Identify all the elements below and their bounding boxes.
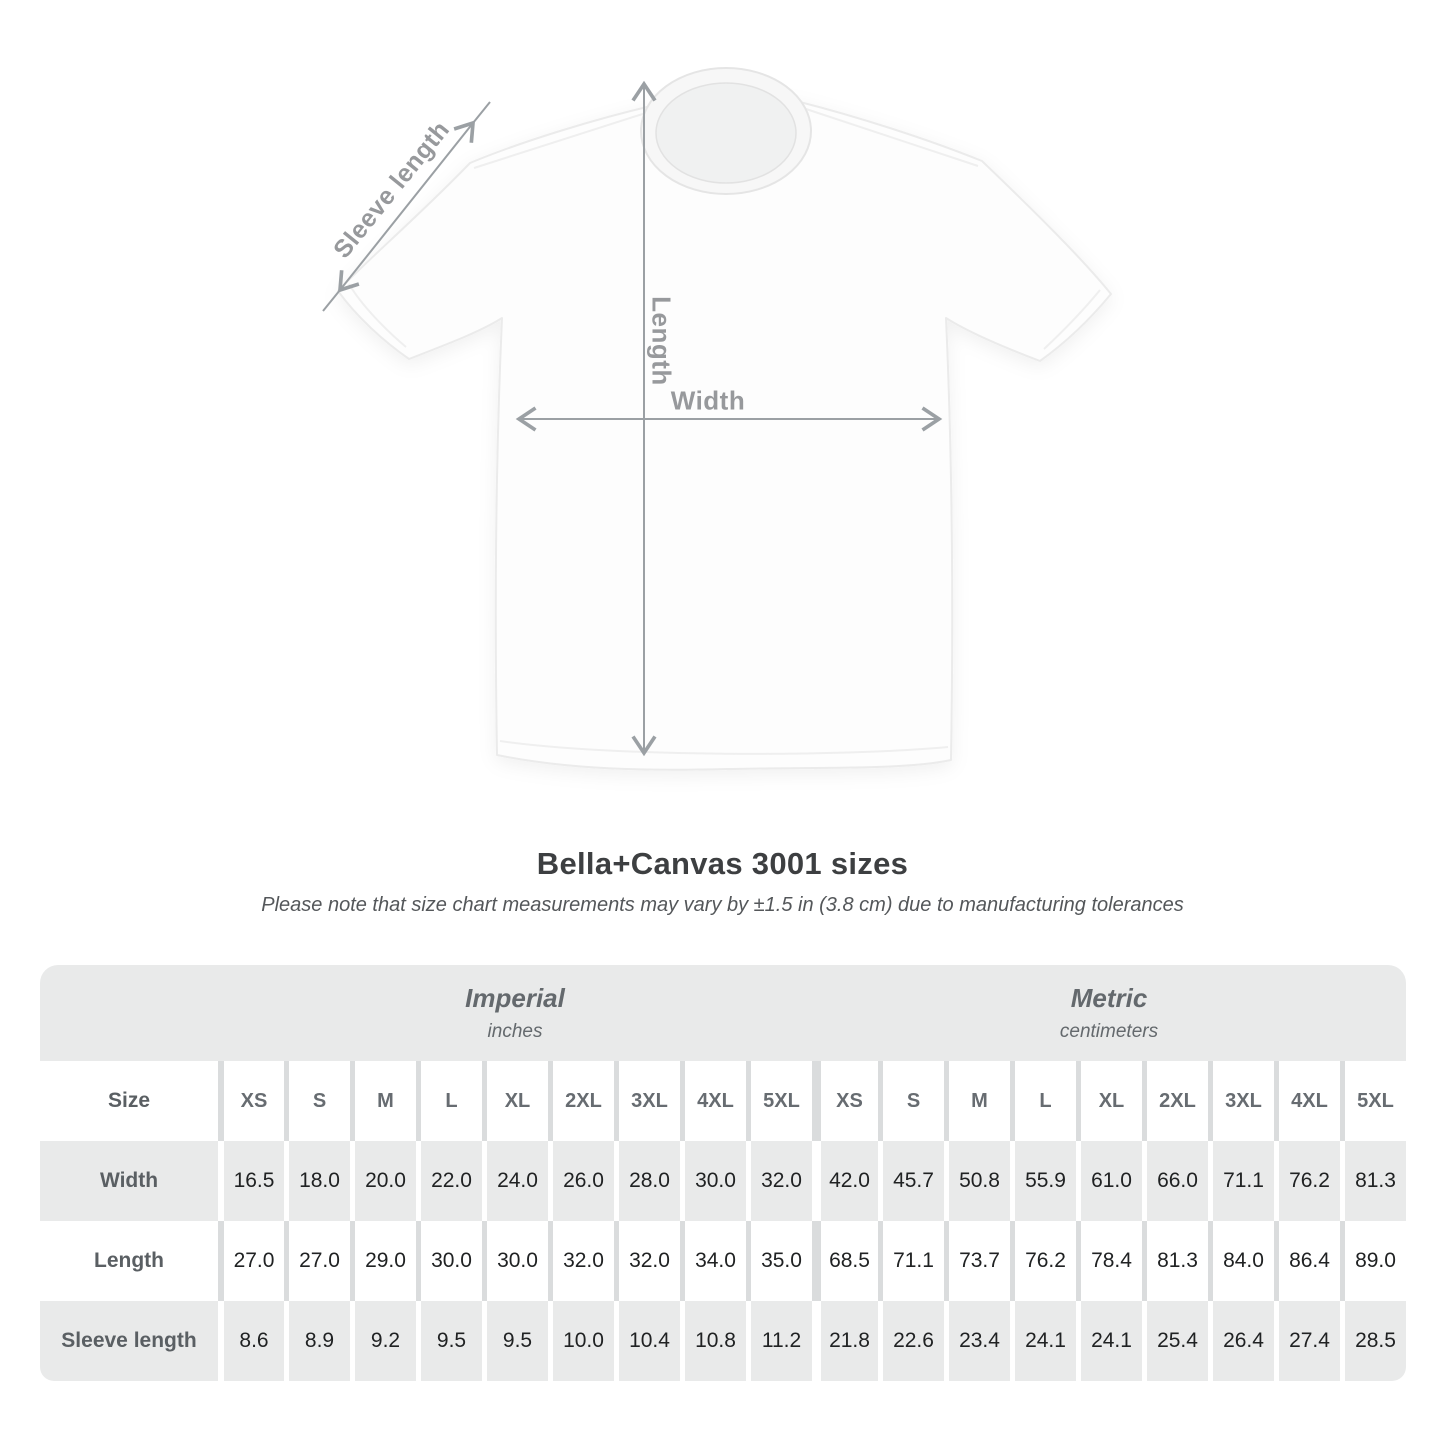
value-cell: 32.0	[548, 1221, 614, 1301]
size-header-cell: L	[416, 1061, 482, 1141]
value-cell: 55.9	[1010, 1141, 1076, 1221]
value-cell: 30.0	[680, 1141, 746, 1221]
value-cell: 66.0	[1142, 1141, 1208, 1221]
value-cell: 30.0	[416, 1221, 482, 1301]
size-header-cell: 3XL	[614, 1061, 680, 1141]
value-cell: 68.5	[812, 1221, 878, 1301]
value-cell: 76.2	[1010, 1221, 1076, 1301]
imperial-unit-label: inches	[487, 1021, 543, 1042]
value-cell: 8.6	[218, 1301, 284, 1381]
value-cell: 28.0	[614, 1141, 680, 1221]
size-header-cell: XS	[218, 1061, 284, 1141]
value-cell: 22.6	[878, 1301, 944, 1381]
value-cell: 32.0	[746, 1141, 812, 1221]
value-cell: 71.1	[1208, 1141, 1274, 1221]
size-header-cell: XS	[812, 1061, 878, 1141]
value-cell: 20.0	[350, 1141, 416, 1221]
tshirt-illustration	[322, 67, 1112, 771]
value-cell: 8.9	[284, 1301, 350, 1381]
row-label: Sleeve length	[40, 1301, 218, 1381]
size-header-cell: M	[350, 1061, 416, 1141]
tshirt-seams	[348, 105, 1101, 755]
metric-label: Metric	[1070, 983, 1148, 1013]
size-header-cell: 4XL	[680, 1061, 746, 1141]
value-cell: 11.2	[746, 1301, 812, 1381]
sleeve-length-arrow	[337, 120, 476, 293]
value-cell: 26.0	[548, 1141, 614, 1221]
value-cell: 81.3	[1340, 1141, 1406, 1221]
tolerance-note: Please note that size chart measurements…	[261, 894, 1184, 916]
value-cell: 23.4	[944, 1301, 1010, 1381]
value-cell: 24.1	[1076, 1301, 1142, 1381]
value-cell: 78.4	[1076, 1221, 1142, 1301]
size-header-cell: XL	[482, 1061, 548, 1141]
value-cell: 42.0	[812, 1141, 878, 1221]
size-column-header: Size	[40, 1061, 218, 1141]
value-cell: 45.7	[878, 1141, 944, 1221]
metric-unit-label: centimeters	[1059, 1021, 1159, 1042]
value-cell: 10.4	[614, 1301, 680, 1381]
value-cell: 10.0	[548, 1301, 614, 1381]
collar	[640, 67, 812, 195]
size-header-cell: 5XL	[1340, 1061, 1406, 1141]
value-cell: 27.0	[284, 1221, 350, 1301]
size-header-cell: 2XL	[548, 1061, 614, 1141]
size-header-cell: M	[944, 1061, 1010, 1141]
value-cell: 22.0	[416, 1141, 482, 1221]
value-cell: 76.2	[1274, 1141, 1340, 1221]
value-cell: 9.5	[416, 1301, 482, 1381]
row-label: Width	[40, 1141, 218, 1221]
unit-header-imperial: Imperial inches	[218, 965, 812, 1061]
size-header-cell: XL	[1076, 1061, 1142, 1141]
value-cell: 84.0	[1208, 1221, 1274, 1301]
value-cell: 28.5	[1340, 1301, 1406, 1381]
size-header-cell: S	[878, 1061, 944, 1141]
imperial-label: Imperial	[465, 983, 565, 1013]
size-table: Imperial inches Metric centimeters Size …	[40, 965, 1406, 1381]
value-cell: 18.0	[284, 1141, 350, 1221]
size-header-cell: L	[1010, 1061, 1076, 1141]
value-cell: 30.0	[482, 1221, 548, 1301]
value-cell: 16.5	[218, 1141, 284, 1221]
value-cell: 32.0	[614, 1221, 680, 1301]
value-cell: 73.7	[944, 1221, 1010, 1301]
value-cell: 35.0	[746, 1221, 812, 1301]
width-label: Width	[670, 385, 746, 416]
page-title: Bella+Canvas 3001 sizes	[536, 846, 909, 881]
value-cell: 29.0	[350, 1221, 416, 1301]
value-cell: 10.8	[680, 1301, 746, 1381]
value-cell: 9.2	[350, 1301, 416, 1381]
value-cell: 24.0	[482, 1141, 548, 1221]
unit-header-spacer	[40, 965, 218, 1061]
value-cell: 34.0	[680, 1221, 746, 1301]
value-cell: 50.8	[944, 1141, 1010, 1221]
size-header-cell: 3XL	[1208, 1061, 1274, 1141]
length-label: Length	[646, 296, 677, 386]
value-cell: 27.4	[1274, 1301, 1340, 1381]
tshirt-diagram: Sleeve length Length Width	[322, 67, 1112, 771]
value-cell: 24.1	[1010, 1301, 1076, 1381]
value-cell: 25.4	[1142, 1301, 1208, 1381]
size-header-cell: 5XL	[746, 1061, 812, 1141]
size-header-cell: 2XL	[1142, 1061, 1208, 1141]
tshirt-body	[337, 95, 1112, 771]
value-cell: 89.0	[1340, 1221, 1406, 1301]
value-cell: 27.0	[218, 1221, 284, 1301]
value-cell: 81.3	[1142, 1221, 1208, 1301]
value-cell: 71.1	[878, 1221, 944, 1301]
value-cell: 21.8	[812, 1301, 878, 1381]
value-cell: 86.4	[1274, 1221, 1340, 1301]
unit-header-metric: Metric centimeters	[812, 965, 1406, 1061]
value-cell: 9.5	[482, 1301, 548, 1381]
sleeve-arrow-extension-top	[472, 101, 491, 124]
size-header-cell: S	[284, 1061, 350, 1141]
value-cell: 26.4	[1208, 1301, 1274, 1381]
value-cell: 61.0	[1076, 1141, 1142, 1221]
sleeve-arrow-extension-bottom	[322, 289, 341, 312]
size-header-cell: 4XL	[1274, 1061, 1340, 1141]
row-label: Length	[40, 1221, 218, 1301]
